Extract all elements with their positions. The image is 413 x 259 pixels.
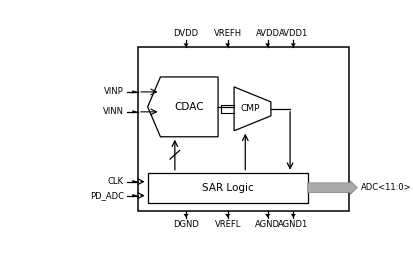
Text: CDAC: CDAC (174, 102, 204, 112)
Text: AVDD: AVDD (256, 29, 280, 38)
Polygon shape (291, 214, 296, 218)
Text: VINN: VINN (103, 107, 123, 116)
Text: AGND: AGND (255, 220, 280, 229)
Polygon shape (132, 90, 138, 93)
Text: PD_ADC: PD_ADC (90, 191, 123, 200)
Text: VREFH: VREFH (214, 29, 242, 38)
Bar (148, 173, 308, 203)
Text: AVDD1: AVDD1 (279, 29, 308, 38)
Polygon shape (183, 44, 189, 47)
Polygon shape (183, 214, 189, 218)
Polygon shape (234, 87, 271, 131)
Text: CMP: CMP (241, 104, 260, 113)
Polygon shape (132, 110, 138, 113)
Text: DVDD: DVDD (173, 29, 199, 38)
Polygon shape (225, 44, 230, 47)
Polygon shape (265, 214, 270, 218)
Polygon shape (148, 77, 218, 137)
FancyArrow shape (308, 181, 357, 195)
Text: ADC<11:0>: ADC<11:0> (361, 183, 411, 192)
Polygon shape (132, 180, 138, 183)
Bar (138, 47, 349, 211)
Text: VREFL: VREFL (214, 220, 241, 229)
Polygon shape (265, 44, 270, 47)
Polygon shape (291, 44, 296, 47)
Text: DGND: DGND (173, 220, 199, 229)
Text: CLK: CLK (108, 177, 123, 186)
Polygon shape (132, 194, 138, 197)
Text: VINP: VINP (104, 87, 123, 96)
Text: SAR Logic: SAR Logic (202, 183, 254, 193)
Text: AGND1: AGND1 (278, 220, 309, 229)
Polygon shape (225, 214, 230, 218)
